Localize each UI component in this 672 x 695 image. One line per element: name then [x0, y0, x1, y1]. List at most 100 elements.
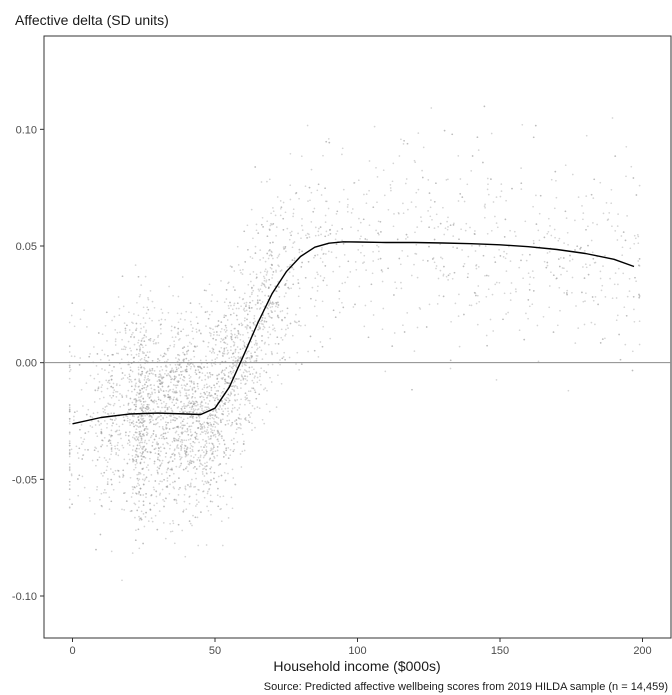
scatter-point	[133, 388, 136, 391]
scatter-point	[157, 385, 159, 388]
scatter-point	[265, 320, 268, 323]
scatter-point	[208, 487, 211, 490]
scatter-point	[120, 437, 122, 440]
scatter-point	[310, 221, 313, 223]
scatter-point	[140, 340, 143, 342]
scatter-point	[144, 375, 147, 377]
scatter-point	[173, 375, 176, 378]
scatter-point	[158, 391, 160, 394]
scatter-point	[142, 455, 144, 458]
scatter-point	[308, 186, 311, 189]
scatter-point	[126, 415, 129, 418]
scatter-point	[156, 471, 159, 474]
scatter-point	[126, 353, 129, 356]
scatter-point	[212, 337, 215, 340]
scatter-point	[135, 447, 138, 450]
scatter-point	[112, 353, 114, 356]
scatter-point	[590, 239, 593, 242]
scatter-point	[469, 226, 471, 229]
scatter-point	[268, 249, 271, 251]
scatter-point	[164, 318, 167, 321]
scatter-point	[210, 300, 213, 302]
scatter-point	[352, 306, 355, 308]
scatter-point	[202, 483, 205, 486]
scatter-point	[245, 357, 248, 360]
scatter-point	[212, 350, 214, 352]
scatter-point	[587, 244, 589, 247]
scatter-point	[100, 432, 103, 434]
scatter-point	[631, 350, 634, 353]
scatter-point	[141, 441, 144, 444]
scatter-point	[321, 247, 323, 249]
scatter-point	[571, 173, 574, 176]
scatter-point	[616, 239, 619, 241]
scatter-point	[288, 356, 291, 359]
scatter-point	[405, 233, 408, 236]
scatter-point	[242, 377, 245, 380]
scatter-point	[313, 256, 315, 259]
scatter-point	[97, 332, 100, 334]
scatter-point	[196, 345, 199, 348]
scatter-point	[272, 271, 275, 273]
scatter-point	[242, 371, 245, 374]
scatter-point	[414, 252, 417, 255]
scatter-point	[596, 223, 598, 226]
scatter-point	[206, 372, 209, 374]
scatter-point	[555, 277, 558, 280]
scatter-point	[148, 338, 150, 341]
scatter-point	[148, 403, 150, 406]
scatter-point	[157, 358, 159, 360]
scatter-point	[400, 287, 403, 290]
scatter-point	[123, 458, 126, 461]
scatter-point	[451, 133, 454, 136]
scatter-point	[197, 387, 200, 390]
scatter-point	[253, 368, 255, 371]
scatter-point	[197, 408, 200, 410]
scatter-point	[223, 450, 225, 453]
scatter-point	[231, 338, 233, 341]
scatter-point	[184, 410, 186, 413]
scatter-point	[115, 453, 117, 456]
scatter-point	[68, 484, 71, 486]
scatter-point	[183, 353, 186, 356]
scatter-point	[402, 143, 405, 145]
scatter-point	[212, 423, 215, 426]
scatter-point	[191, 460, 193, 463]
scatter-point	[144, 439, 147, 442]
scatter-point	[139, 343, 142, 346]
scatter-point	[546, 261, 549, 264]
scatter-point	[316, 290, 319, 292]
scatter-point	[233, 333, 236, 336]
scatter-point	[471, 155, 474, 157]
scatter-point	[157, 398, 160, 401]
scatter-point	[209, 437, 212, 440]
scatter-point	[151, 445, 154, 447]
scatter-point	[204, 453, 207, 456]
scatter-point	[157, 472, 159, 475]
scatter-point	[68, 451, 71, 454]
scatter-point	[216, 446, 219, 448]
scatter-point	[149, 508, 152, 511]
scatter-point	[594, 323, 596, 326]
scatter-point	[268, 315, 271, 317]
scatter-point	[135, 400, 137, 402]
scatter-point	[175, 502, 178, 505]
scatter-point	[231, 266, 233, 268]
scatter-point	[322, 253, 325, 255]
scatter-point	[271, 223, 273, 226]
scatter-point	[186, 383, 188, 385]
scatter-point	[165, 369, 168, 372]
scatter-point	[229, 313, 232, 316]
scatter-point	[70, 473, 73, 475]
scatter-point	[185, 453, 187, 456]
scatter-point	[220, 520, 223, 523]
scatter-point	[160, 318, 163, 321]
scatter-point	[159, 463, 162, 466]
scatter-point	[140, 417, 142, 420]
scatter-point	[372, 250, 374, 253]
scatter-point	[233, 304, 235, 307]
scatter-point	[504, 257, 507, 260]
scatter-point	[203, 425, 206, 428]
scatter-point	[141, 452, 143, 455]
scatter-point	[192, 411, 195, 414]
